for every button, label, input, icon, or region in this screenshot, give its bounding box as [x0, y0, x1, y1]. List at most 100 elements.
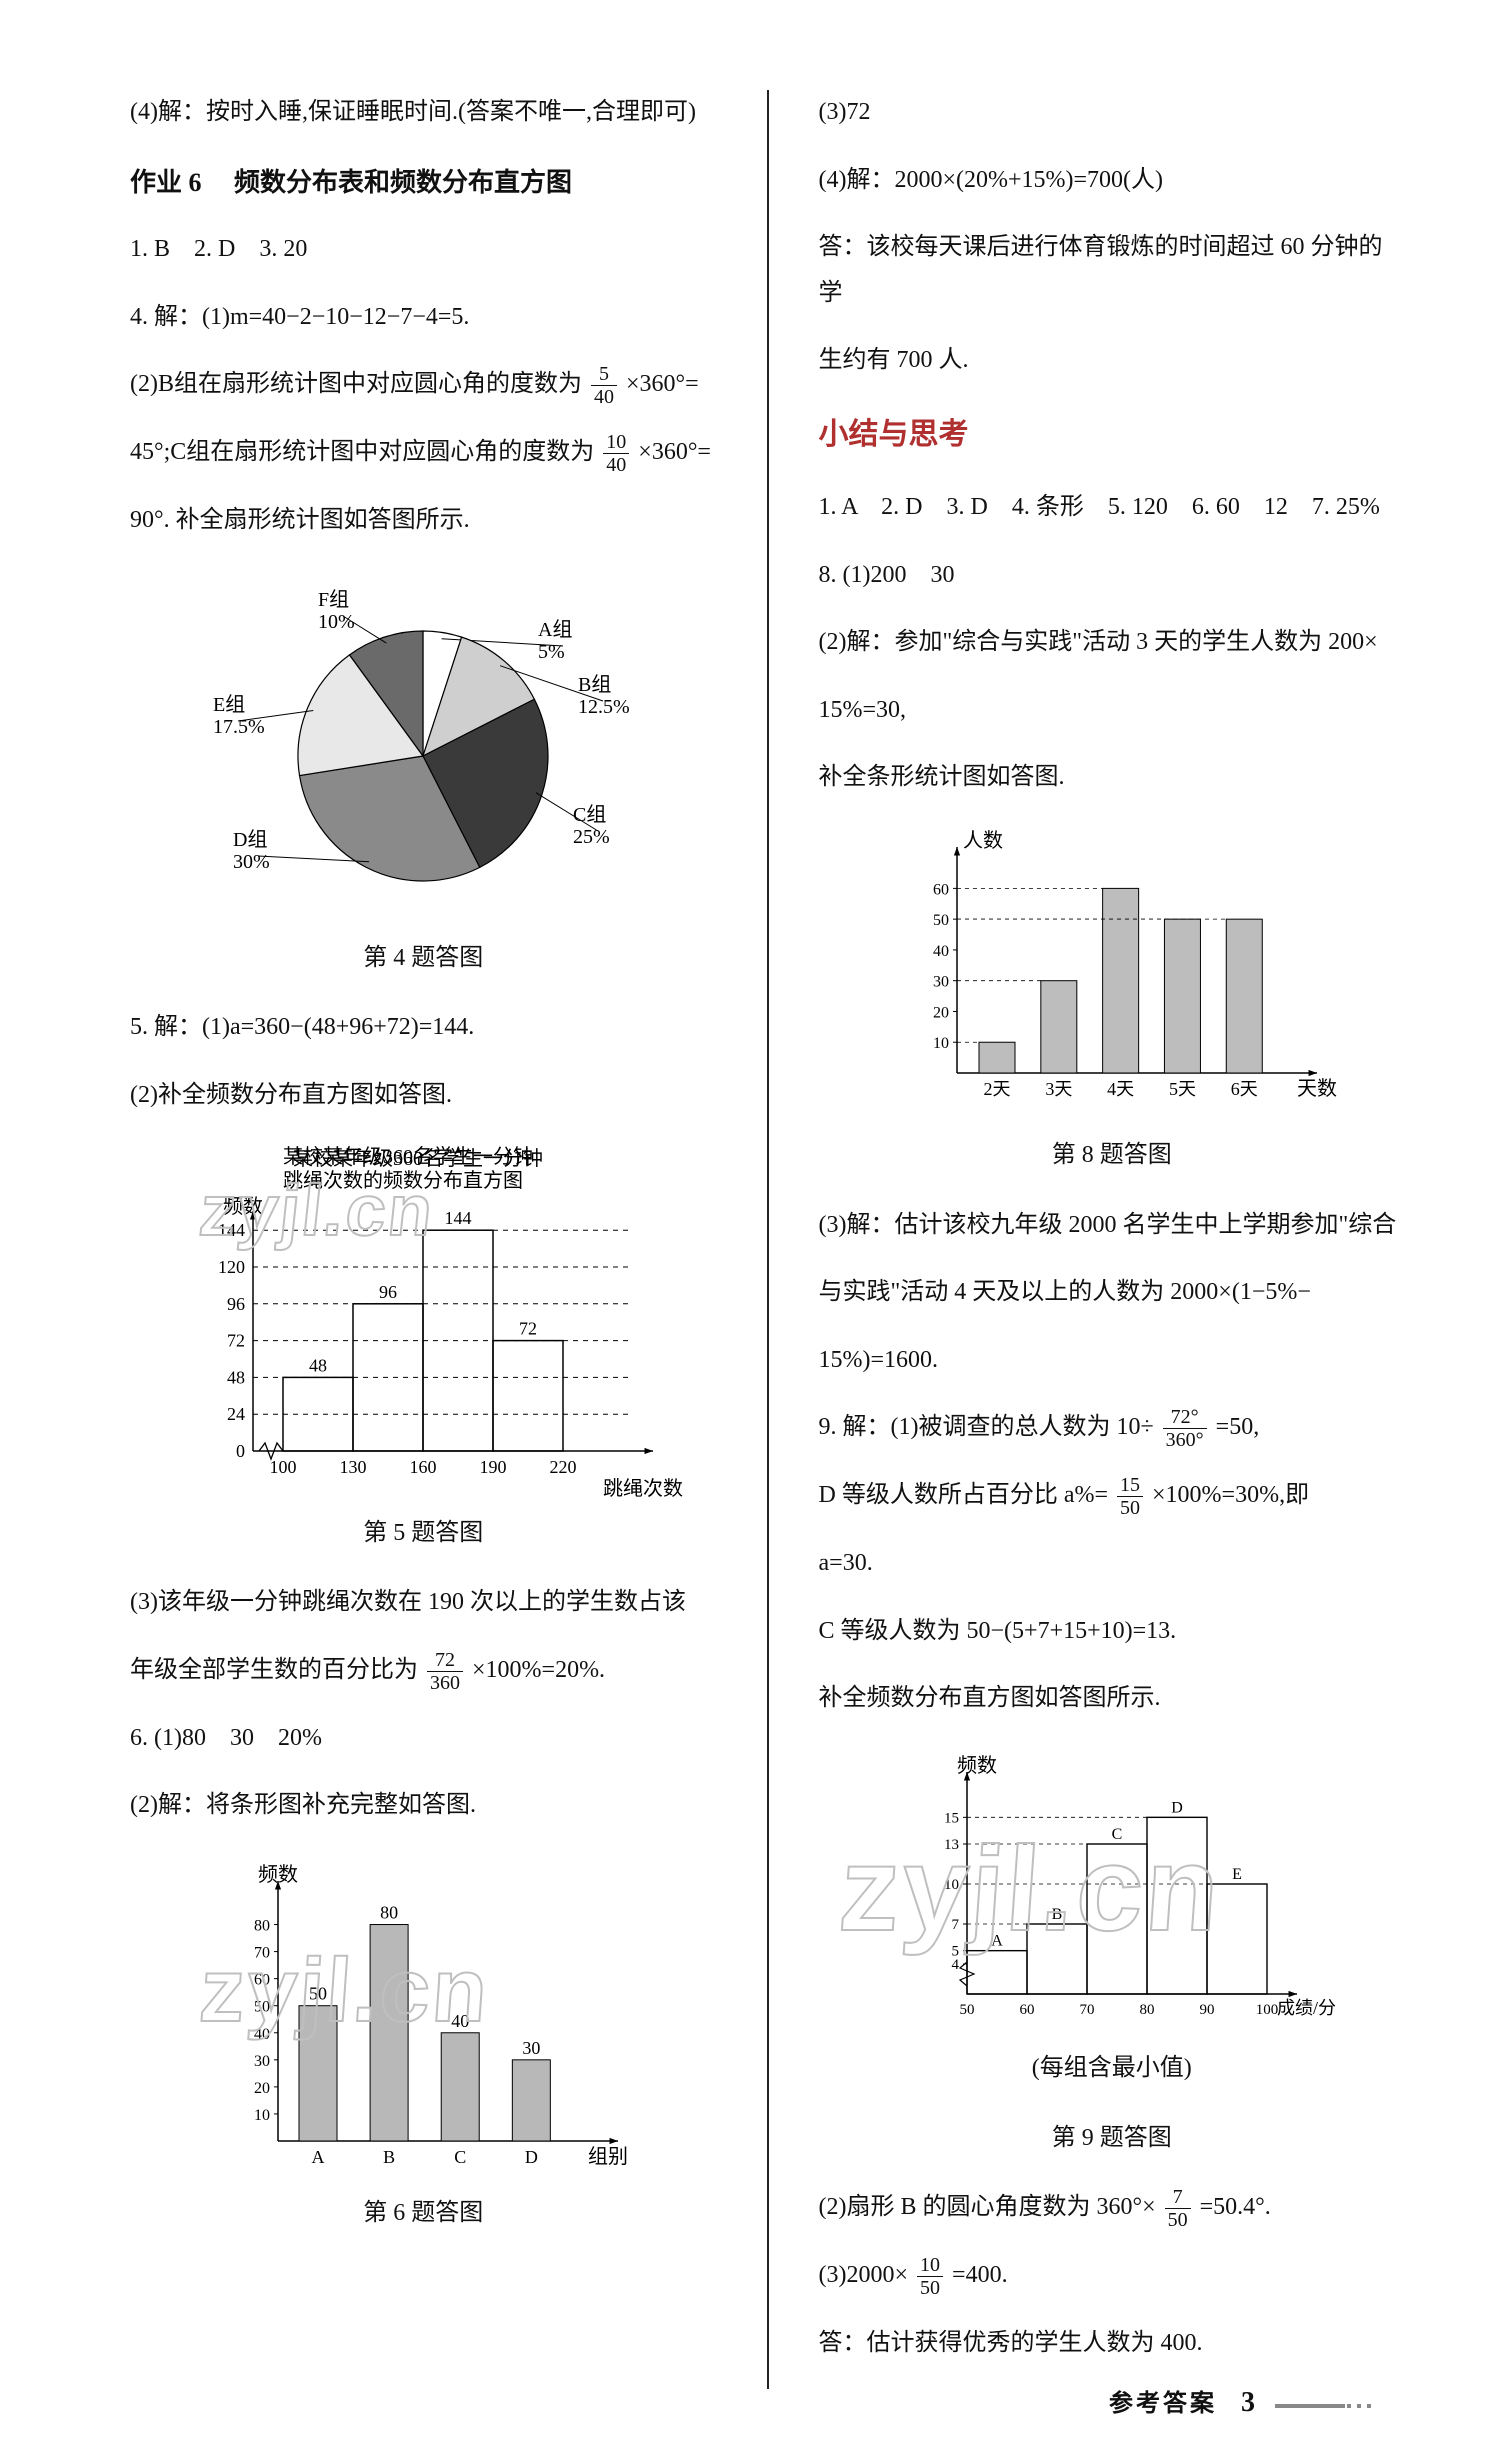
text: ×100%=30%,即	[1152, 1482, 1309, 1508]
text: ×360°=	[626, 371, 699, 397]
text-line: 9. 解：(1)被调查的总人数为 10÷ 72°360° =50,	[819, 1405, 1406, 1451]
svg-text:F组: F组	[318, 588, 349, 611]
svg-text:20: 20	[254, 2080, 270, 2097]
text-line: (2)解：将条形图补充完整如答图.	[130, 1783, 717, 1829]
text-line: (3)该年级一分钟跳绳次数在 190 次以上的学生数占该	[130, 1580, 717, 1626]
section-text: 频数分布表和频数分布直方图	[234, 168, 572, 197]
text: 45°;C组在扇形统计图中对应圆心角的度数为	[130, 439, 594, 465]
left-column: (4)解：按时入睡,保证睡眠时间.(答案不唯一,合理即可) 作业 6 频数分布表…	[130, 90, 717, 2389]
svg-text:13: 13	[944, 1837, 959, 1853]
text-line: 年级全部学生数的百分比为 72360 ×100%=20%.	[130, 1648, 717, 1694]
text: 9. 解：(1)被调查的总人数为 10÷	[819, 1414, 1154, 1440]
section-heading: 小结与思考	[819, 406, 1406, 463]
text: D 等级人数所占百分比 a%=	[819, 1482, 1109, 1508]
fraction: 1550	[1117, 1474, 1143, 1519]
text-line: 15%=30,	[819, 688, 1406, 734]
svg-text:7: 7	[951, 1917, 959, 1933]
fraction: 1050	[917, 2254, 943, 2299]
figure-caption: 第 9 题答图	[819, 2116, 1406, 2162]
text: =400.	[952, 2262, 1008, 2288]
svg-text:跳绳次数/次: 跳绳次数/次	[603, 1477, 683, 1500]
text: ×360°=	[638, 439, 711, 465]
text: ×100%=20%.	[472, 1657, 605, 1683]
section-title: 作业 6 频数分布表和频数分布直方图	[130, 158, 717, 207]
svg-text:跳绳次数的频数分布直方图: 跳绳次数的频数分布直方图	[283, 1169, 523, 1192]
fraction: 72°360°	[1163, 1406, 1207, 1451]
histogram-q5: 某校某年级360名学生一分钟某校某年级360名学生一分钟跳绳次数的频数分布直方图…	[163, 1141, 683, 1501]
text-line: 4. 解：(1)m=40−2−10−12−7−4=5.	[130, 295, 717, 341]
svg-text:80: 80	[380, 1902, 398, 1922]
svg-text:130: 130	[340, 1457, 367, 1477]
svg-text:E组: E组	[213, 693, 245, 716]
svg-text:100: 100	[1256, 2002, 1279, 2018]
figure-caption: 第 8 题答图	[819, 1133, 1406, 1179]
text-line: a=30.	[819, 1541, 1406, 1587]
svg-text:4天: 4天	[1107, 1079, 1134, 1099]
svg-text:组别: 组别	[588, 2145, 628, 2168]
svg-text:B: B	[383, 2147, 395, 2167]
svg-text:D组: D组	[233, 828, 267, 851]
svg-text:50: 50	[254, 1999, 270, 2016]
figure-caption: 第 5 题答图	[130, 1511, 717, 1557]
svg-text:人数: 人数	[963, 829, 1003, 852]
histogram-q9: 频数457101315ABCDE5060708090100成绩/分	[877, 1744, 1347, 2044]
svg-text:144: 144	[218, 1220, 245, 1240]
text-line: (4)解：按时入睡,保证睡眠时间.(答案不唯一,合理即可)	[130, 90, 717, 136]
footer-label: 参考答案	[1109, 2391, 1217, 2417]
svg-text:17.5%: 17.5%	[213, 716, 265, 738]
svg-text:48: 48	[227, 1367, 245, 1387]
page-number: 3	[1241, 2387, 1255, 2418]
text-line: (2)扇形 B 的圆心角度数为 360°× 750 =50.4°.	[819, 2185, 1406, 2231]
text-line: C 等级人数为 50−(5+7+15+10)=13.	[819, 1609, 1406, 1655]
text: 年级全部学生数的百分比为	[130, 1657, 418, 1683]
svg-text:60: 60	[1019, 2002, 1034, 2018]
svg-text:天数: 天数	[1297, 1077, 1337, 1100]
svg-text:30%: 30%	[233, 851, 270, 873]
svg-text:30: 30	[523, 2038, 541, 2058]
text-line: 补全条形统计图如答图.	[819, 755, 1406, 801]
svg-text:190: 190	[480, 1457, 507, 1477]
svg-text:0: 0	[236, 1441, 245, 1461]
text: =50,	[1216, 1414, 1260, 1440]
svg-text:96: 96	[227, 1293, 245, 1313]
svg-text:10%: 10%	[318, 611, 355, 633]
svg-text:A: A	[312, 2147, 325, 2167]
text-line: 1. A 2. D 3. D 4. 条形 5. 120 6. 60 12 7. …	[819, 485, 1406, 531]
svg-text:D: D	[525, 2147, 538, 2167]
svg-text:100: 100	[270, 1457, 297, 1477]
text: =50.4°.	[1200, 2194, 1271, 2220]
text-line: 生约有 700 人.	[819, 338, 1406, 384]
text-line: 15%)=1600.	[819, 1338, 1406, 1384]
svg-text:B: B	[1051, 1906, 1062, 1923]
fraction: 540	[591, 363, 617, 408]
column-divider	[767, 90, 769, 2389]
text-line: 5. 解：(1)a=360−(48+96+72)=144.	[130, 1005, 717, 1051]
svg-text:12.5%: 12.5%	[578, 696, 630, 718]
svg-text:50: 50	[933, 912, 949, 929]
text-line: 与实践"活动 4 天及以上的人数为 2000×(1−5%−	[819, 1270, 1406, 1316]
svg-text:D: D	[1171, 1799, 1183, 1816]
fraction: 1040	[603, 431, 629, 476]
bar-chart-q6: 频数102030405060708050A80B40C30D组别	[198, 1851, 648, 2181]
text-line: 答：估计获得优秀的学生人数为 400.	[819, 2321, 1406, 2367]
svg-text:60: 60	[933, 881, 949, 898]
svg-text:6天: 6天	[1231, 1079, 1258, 1099]
text-line: (3)2000× 1050 =400.	[819, 2253, 1406, 2299]
svg-text:40: 40	[933, 943, 949, 960]
svg-text:E: E	[1232, 1866, 1242, 1883]
svg-text:70: 70	[1079, 2002, 1094, 2018]
svg-text:24: 24	[227, 1404, 245, 1424]
svg-text:30: 30	[254, 2053, 270, 2070]
text-line: 补全频数分布直方图如答图所示.	[819, 1676, 1406, 1722]
text-line: 8. (1)200 30	[819, 553, 1406, 599]
text-line: 1. B 2. D 3. 20	[130, 227, 717, 273]
svg-text:60: 60	[254, 1972, 270, 1989]
text-line: 45°;C组在扇形统计图中对应圆心角的度数为 1040 ×360°=	[130, 430, 717, 476]
svg-text:3天: 3天	[1045, 1079, 1072, 1099]
svg-text:72: 72	[519, 1318, 537, 1338]
page-footer: 参考答案 3	[1109, 2383, 1385, 2419]
svg-text:160: 160	[410, 1457, 437, 1477]
text-line: 6. (1)80 30 20%	[130, 1716, 717, 1762]
svg-text:5天: 5天	[1169, 1079, 1196, 1099]
text: (2)B组在扇形统计图中对应圆心角的度数为	[130, 371, 582, 397]
